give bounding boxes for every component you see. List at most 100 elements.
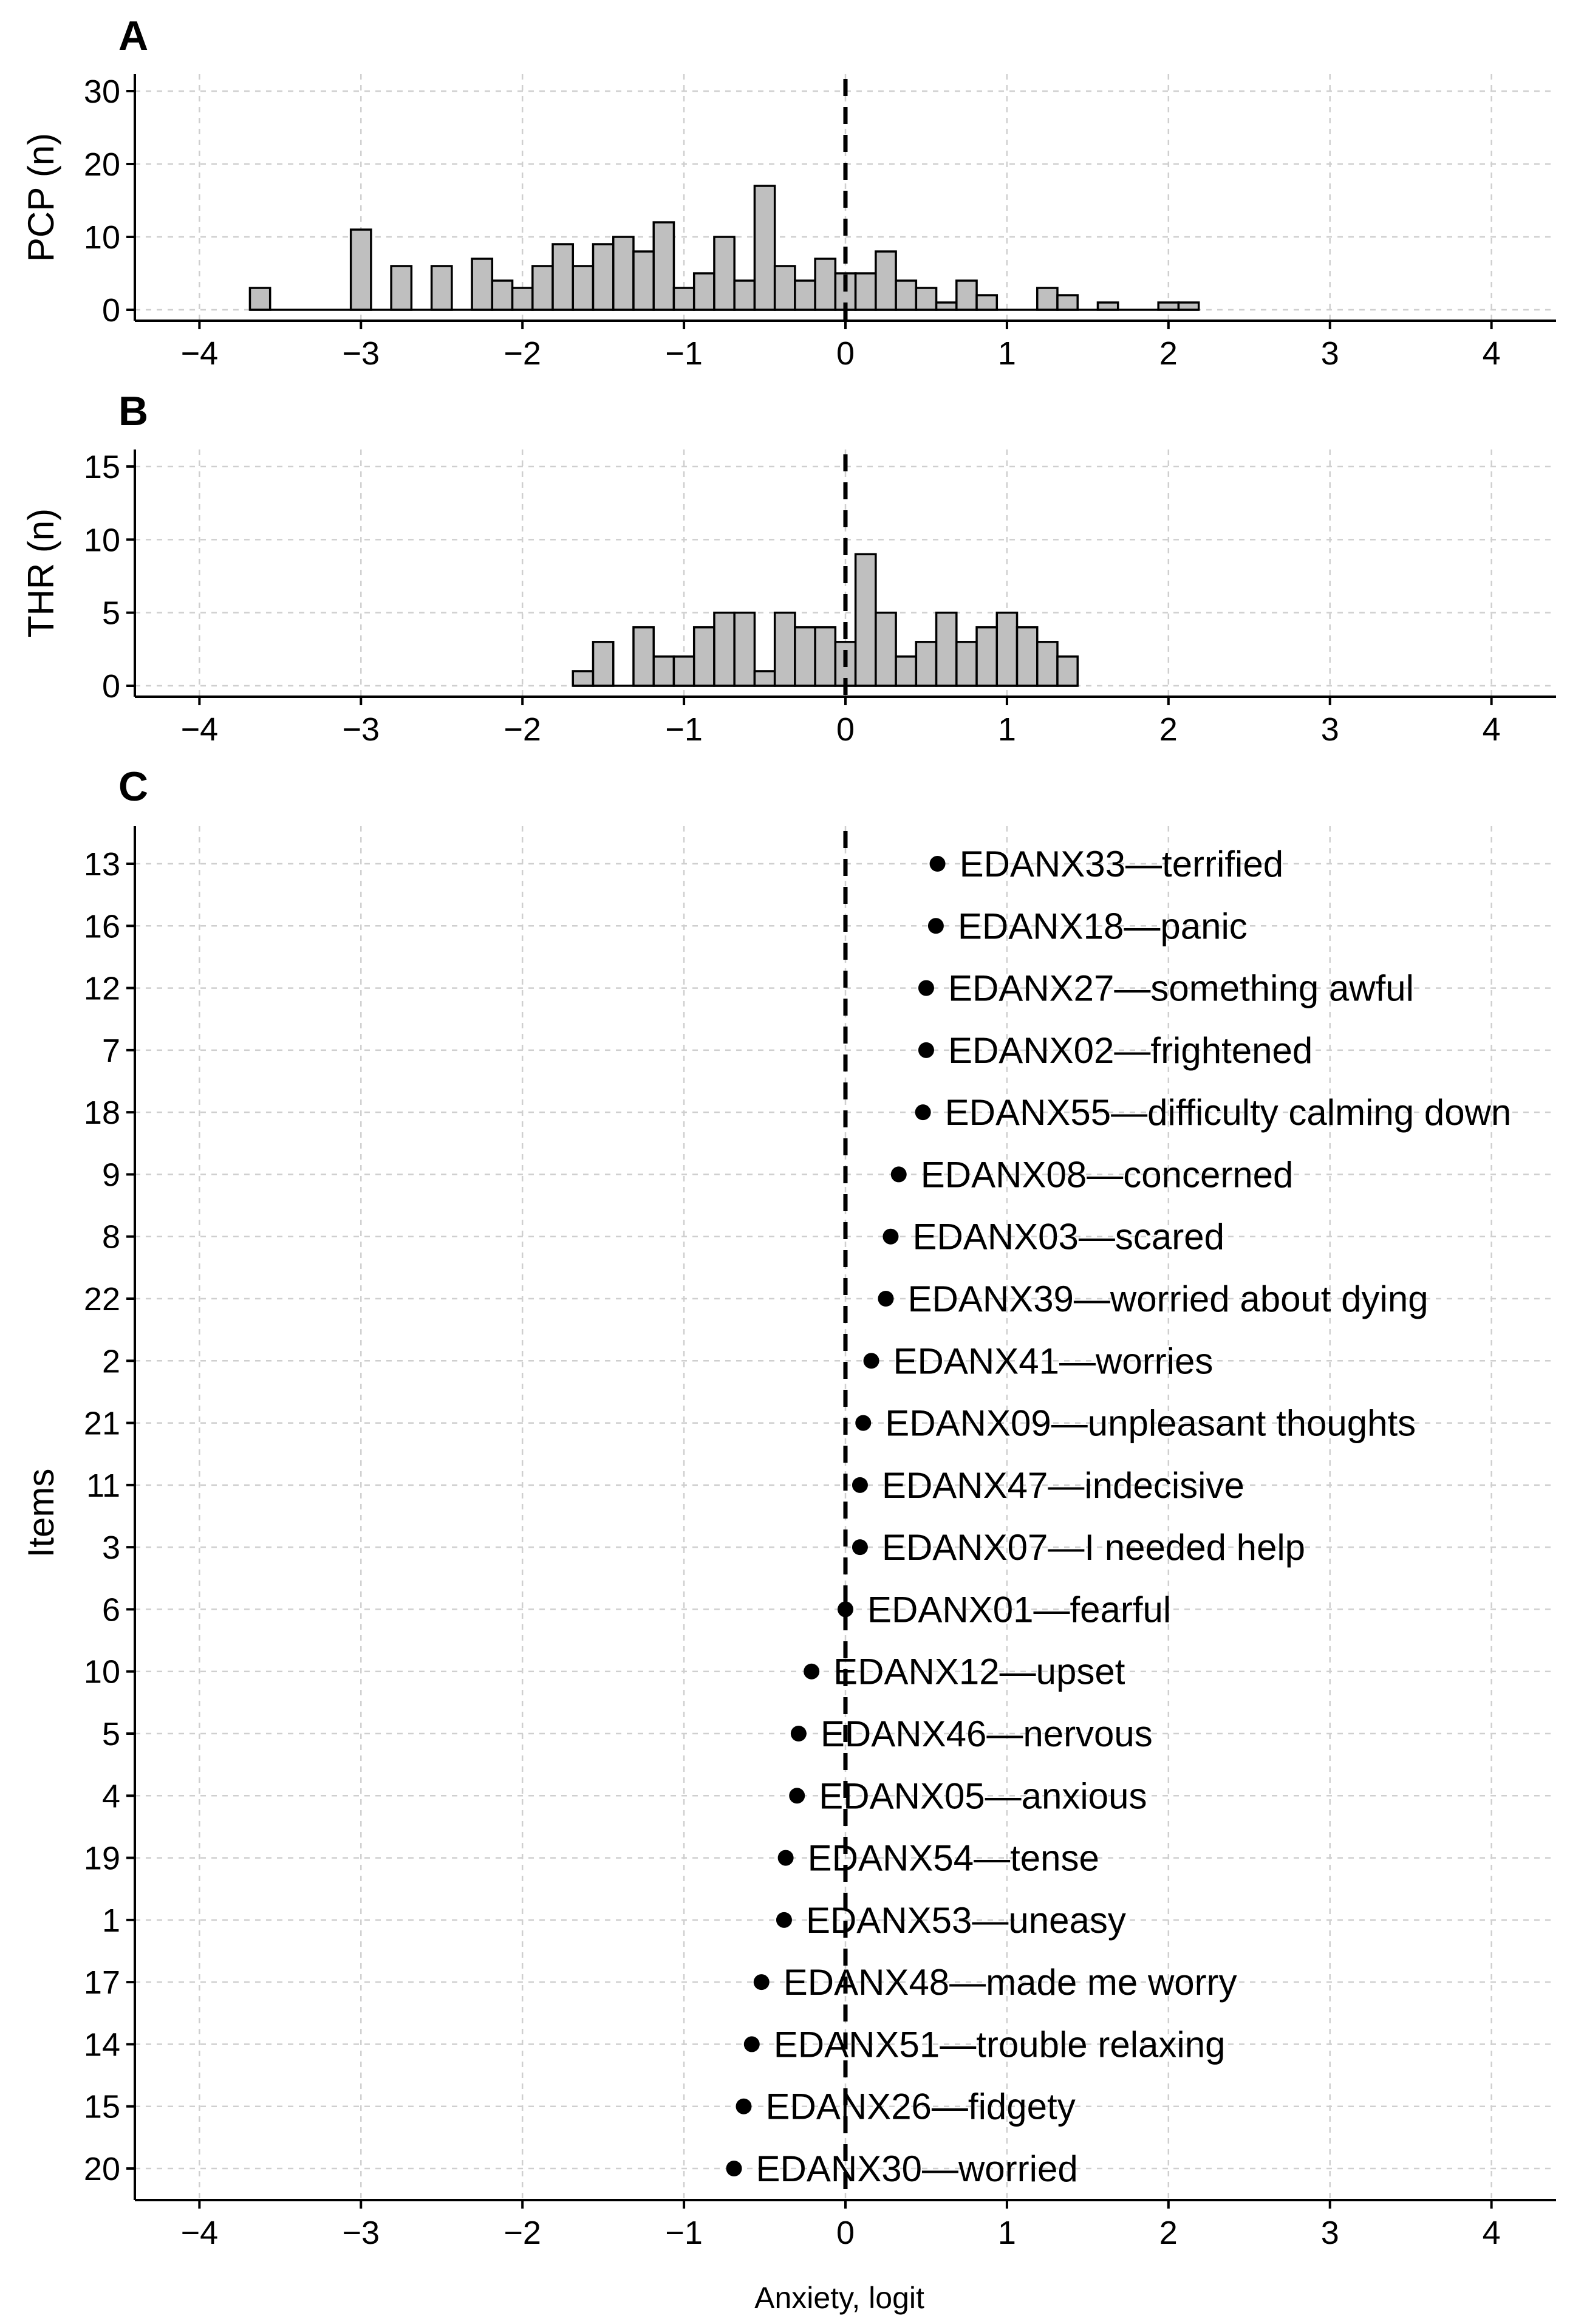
histogram-bar bbox=[854, 272, 877, 311]
item-point bbox=[804, 1663, 820, 1680]
y-axis-title: PCP (n) bbox=[21, 133, 61, 262]
histogram-bar bbox=[915, 641, 938, 687]
x-tick-label: 2 bbox=[1159, 335, 1178, 372]
item-label: EDANX41—worries bbox=[893, 1341, 1214, 1381]
item-point bbox=[789, 1788, 805, 1804]
y-axis-title: THR (n) bbox=[21, 508, 61, 638]
x-tick-label: −2 bbox=[504, 711, 541, 748]
y-tick-label: 15 bbox=[84, 449, 120, 485]
item-label: EDANX05—anxious bbox=[819, 1775, 1147, 1816]
y-tick-label: 19 bbox=[84, 1840, 120, 1877]
x-tick-label: −2 bbox=[504, 2215, 541, 2251]
histogram-bar bbox=[390, 265, 413, 311]
item-point bbox=[878, 1291, 894, 1307]
item-point bbox=[852, 1477, 868, 1493]
x-tick-label: −1 bbox=[665, 335, 703, 372]
histogram-bar bbox=[955, 279, 978, 311]
y-tick-label: 9 bbox=[102, 1157, 120, 1193]
panel-a-histogram-pcp: A −4 −3 −2 −1 0 1 2 3 4 0 10 20 30 PCP (n) bbox=[21, 13, 1556, 372]
histogram-bar bbox=[975, 626, 999, 687]
y-tick-label: 1 bbox=[102, 1902, 120, 1939]
y-tick-label: 2 bbox=[102, 1343, 120, 1379]
item-point bbox=[777, 1850, 794, 1866]
panel-letter-b: B bbox=[118, 388, 148, 434]
histogram-bar bbox=[349, 228, 372, 311]
histogram-bar bbox=[854, 553, 877, 687]
histogram-bar bbox=[572, 670, 595, 687]
histogram-bar bbox=[531, 265, 554, 311]
histogram-bar bbox=[430, 265, 453, 311]
histogram-bar bbox=[895, 655, 918, 687]
x-tick-label: 1 bbox=[998, 335, 1016, 372]
x-tick-label: −4 bbox=[181, 2215, 219, 2251]
item-label: EDANX54—tense bbox=[808, 1838, 1099, 1879]
histogram-bar bbox=[471, 258, 494, 311]
histogram-bar bbox=[794, 626, 816, 687]
histogram-bar bbox=[733, 611, 756, 687]
panel-letter-c: C bbox=[118, 764, 148, 810]
x-tick-label: −3 bbox=[342, 711, 380, 748]
histogram-bar bbox=[713, 236, 736, 311]
item-label: EDANX01—fearful bbox=[867, 1589, 1171, 1630]
item-label: EDANX55—difficulty calming down bbox=[945, 1092, 1512, 1133]
histogram-bar bbox=[915, 287, 938, 311]
histogram-bar bbox=[935, 611, 958, 687]
x-tick-label: 0 bbox=[836, 335, 855, 372]
item-label: EDANX33—terrified bbox=[960, 844, 1284, 884]
x-tick-label: 0 bbox=[836, 2215, 855, 2251]
x-tick-label: 4 bbox=[1483, 335, 1501, 372]
item-label: EDANX27—something awful bbox=[948, 968, 1414, 1009]
item-label: EDANX47—indecisive bbox=[882, 1465, 1244, 1506]
y-tick-label: 11 bbox=[86, 1468, 120, 1504]
histogram-bar bbox=[995, 611, 1019, 687]
item-point bbox=[855, 1415, 872, 1431]
histogram-bar bbox=[773, 265, 796, 311]
y-tick-label: 4 bbox=[102, 1778, 120, 1814]
item-label: EDANX30—worried bbox=[756, 2148, 1078, 2189]
histogram-bar bbox=[1096, 301, 1119, 311]
item-label: EDANX12—upset bbox=[833, 1652, 1125, 1692]
histogram-bar bbox=[612, 236, 635, 311]
histogram-bar bbox=[511, 287, 534, 311]
item-point bbox=[743, 2036, 760, 2052]
item-label: EDANX02—frightened bbox=[948, 1030, 1313, 1071]
item-point bbox=[882, 1228, 899, 1245]
panel-b-histogram-thr: B −4 −3 −2 −1 0 1 2 3 4 0 5 10 15 THR (n) bbox=[21, 388, 1556, 748]
x-tick-label: −4 bbox=[181, 335, 219, 372]
y-tick-label: 22 bbox=[84, 1281, 120, 1318]
y-tick-label: 18 bbox=[84, 1095, 120, 1131]
histogram-bar bbox=[895, 279, 918, 311]
x-tick-label: −3 bbox=[342, 2215, 380, 2251]
histogram-bar bbox=[692, 626, 715, 687]
histogram-bar bbox=[773, 611, 796, 687]
item-point bbox=[776, 1912, 792, 1928]
y-tick-label: 5 bbox=[102, 1716, 120, 1752]
item-point bbox=[929, 856, 946, 872]
x-tick-label: 3 bbox=[1321, 711, 1339, 748]
y-tick-label: 17 bbox=[84, 1964, 120, 2001]
x-tick-label: 3 bbox=[1321, 335, 1339, 372]
x-tick-label: 0 bbox=[836, 711, 855, 748]
histogram-bar bbox=[975, 294, 999, 311]
y-tick-label: 21 bbox=[84, 1406, 120, 1442]
histogram-bar bbox=[753, 185, 776, 311]
histogram-bar bbox=[551, 243, 575, 311]
histogram-bar bbox=[875, 250, 897, 311]
item-point bbox=[890, 1166, 907, 1183]
histogram-bar bbox=[875, 611, 897, 687]
x-tick-label: 4 bbox=[1483, 711, 1501, 748]
x-tick-label: −1 bbox=[665, 711, 703, 748]
y-tick-label: 20 bbox=[84, 146, 120, 183]
item-point bbox=[790, 1726, 807, 1741]
histogram-bar bbox=[1056, 655, 1079, 687]
y-tick-label: 15 bbox=[84, 2089, 120, 2125]
histogram-bar bbox=[1036, 641, 1059, 687]
item-point bbox=[753, 1974, 770, 1991]
y-tick-label: 14 bbox=[84, 2026, 120, 2063]
histogram-bar bbox=[572, 265, 595, 311]
x-tick-label: 2 bbox=[1159, 711, 1178, 748]
histogram-bar bbox=[652, 221, 675, 311]
item-label: EDANX48—made me worry bbox=[783, 1962, 1237, 2003]
x-tick-label: 1 bbox=[998, 2215, 1016, 2251]
